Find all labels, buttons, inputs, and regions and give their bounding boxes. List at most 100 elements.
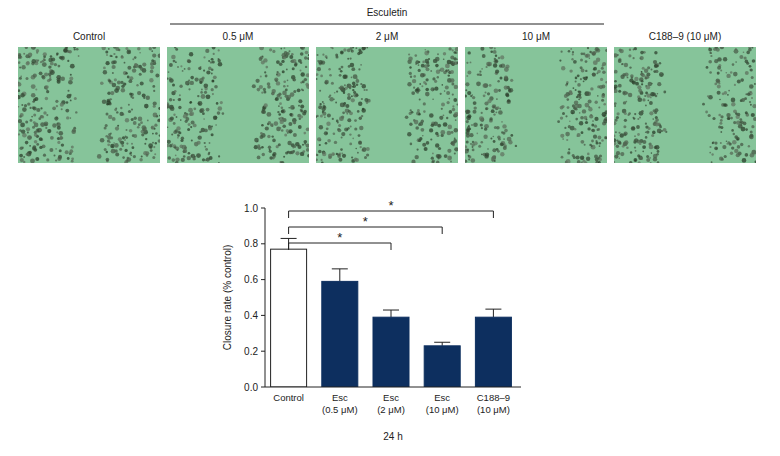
cell: [450, 157, 452, 159]
cell: [747, 93, 751, 97]
cell: [56, 76, 59, 79]
x-tick-label: C188–9(10 μM): [477, 392, 510, 415]
cell: [304, 56, 307, 59]
cell: [277, 111, 279, 113]
cell: [417, 138, 421, 142]
panel-image: [316, 47, 458, 163]
cell: [589, 51, 591, 53]
cell: [586, 157, 590, 161]
cell: [360, 83, 362, 85]
cell: [487, 92, 490, 95]
cell: [114, 78, 117, 81]
cell: [734, 84, 736, 86]
cell: [66, 101, 69, 104]
cell: [486, 108, 488, 110]
cell: [598, 136, 602, 140]
cell: [332, 118, 334, 120]
cell: [709, 52, 711, 54]
cell: [338, 158, 342, 162]
cell: [274, 78, 278, 82]
cell: [36, 108, 40, 112]
cell: [175, 161, 179, 163]
cell: [585, 70, 587, 72]
cell: [709, 152, 711, 154]
cell: [440, 130, 445, 135]
cell: [68, 50, 72, 54]
cell: [172, 158, 176, 162]
cell: [595, 47, 599, 51]
cell: [633, 117, 635, 119]
cell: [719, 157, 723, 161]
cell: [339, 74, 342, 77]
cell: [614, 142, 616, 146]
cell: [301, 72, 305, 76]
cell: [262, 56, 264, 58]
cell: [110, 55, 112, 57]
cell: [168, 156, 172, 160]
cell: [326, 57, 328, 59]
cell: [351, 67, 355, 71]
cell: [65, 150, 69, 154]
cell: [20, 75, 22, 77]
cell: [452, 144, 454, 146]
cell: [409, 66, 411, 68]
cell: [624, 131, 628, 135]
error-bar: [493, 309, 494, 317]
cell: [663, 91, 666, 94]
cell: [621, 63, 623, 65]
cell: [293, 121, 297, 125]
cell: [418, 61, 420, 63]
cell: [731, 98, 736, 103]
cell: [316, 158, 318, 161]
cell: [201, 89, 203, 91]
cell: [68, 90, 70, 92]
cell: [287, 95, 291, 99]
cell: [36, 143, 39, 146]
y-tick: [261, 351, 265, 352]
cell: [302, 150, 305, 153]
cell: [131, 109, 133, 111]
cell: [592, 73, 596, 77]
cell: [493, 105, 496, 108]
cell: [300, 47, 305, 50]
cell: [575, 80, 577, 82]
cell: [705, 111, 708, 114]
cell: [472, 96, 475, 99]
cell: [205, 148, 208, 151]
cell: [726, 72, 728, 74]
cell: [295, 151, 299, 155]
cell: [580, 156, 584, 160]
cell: [267, 112, 272, 117]
y-tick-label: 0.6: [244, 274, 258, 285]
cell: [211, 73, 213, 75]
cell: [167, 140, 171, 144]
cell: [478, 145, 481, 148]
cell: [280, 48, 282, 50]
cell: [490, 138, 492, 140]
cell: [200, 91, 203, 94]
cell: [199, 81, 202, 84]
cell: [623, 142, 627, 146]
cell: [481, 112, 483, 114]
cell: [151, 59, 154, 62]
cell: [500, 142, 504, 146]
cell: [580, 66, 583, 69]
cell: [347, 96, 351, 100]
cell: [169, 98, 172, 101]
cell: [750, 69, 752, 71]
cell: [149, 78, 153, 82]
cell: [125, 149, 128, 152]
cell: [708, 48, 712, 52]
cell: [465, 94, 467, 97]
cell: [124, 62, 126, 64]
cell: [422, 143, 426, 147]
cell: [499, 108, 501, 110]
cell: [451, 131, 454, 134]
cell: [493, 63, 497, 67]
cell: [288, 122, 292, 126]
cell: [644, 95, 646, 97]
cell: [131, 143, 133, 145]
cell: [187, 59, 191, 63]
cell: [204, 83, 209, 88]
cell: [322, 112, 326, 116]
